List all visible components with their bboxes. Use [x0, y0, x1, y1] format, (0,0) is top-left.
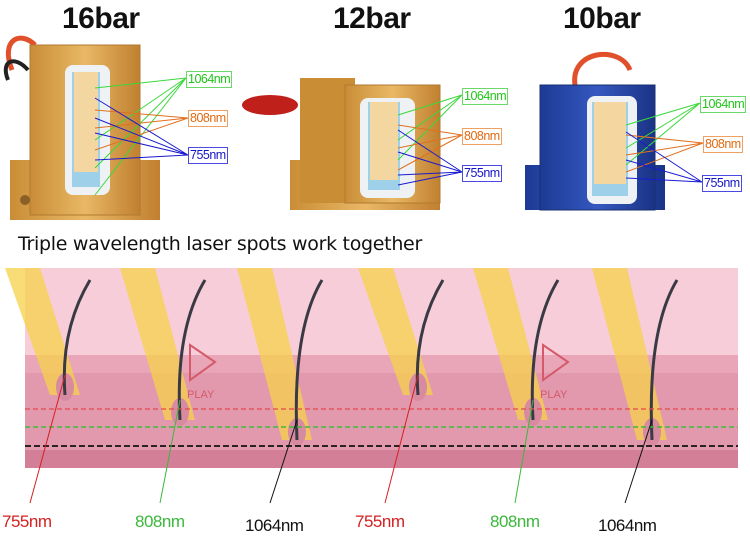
laser-module-10bar: [525, 52, 665, 211]
laser-beam: [5, 268, 80, 395]
hair: [294, 279, 324, 441]
hair: [649, 279, 679, 441]
label-808nm: 808nm: [188, 110, 228, 127]
laser-beam: [237, 268, 312, 440]
laser-beam: [120, 268, 195, 420]
hair: [415, 279, 445, 396]
skin-cross-section: PLAY PLAY: [5, 268, 738, 468]
label-1064nm: 1064nm: [700, 96, 747, 113]
label-pointer-lines: [29, 374, 653, 504]
module-title-12bar: 12bar: [333, 2, 411, 35]
pointer-line: [624, 419, 653, 504]
pointer-line: [159, 399, 181, 504]
label-755nm: 755nm: [702, 175, 742, 192]
laser-module-12bar: [242, 78, 441, 210]
label-808nm: 808nm: [703, 136, 743, 153]
module-12bar-wavelength-lines: [397, 94, 463, 186]
pointer-line: [384, 374, 419, 504]
pointer-line: [29, 374, 66, 504]
wavelength-label-808nm: 808nm: [490, 512, 540, 531]
wavelength-label-1064nm: 1064nm: [598, 516, 657, 535]
module-10bar-wavelength-lines: [625, 102, 704, 183]
wavelength-label-1064nm: 1064nm: [245, 516, 304, 535]
play-label: PLAY: [540, 389, 568, 401]
hair: [177, 279, 207, 421]
module-title-16bar: 16bar: [62, 2, 140, 35]
module-16bar-wavelength-lines: [94, 77, 189, 196]
hair: [62, 279, 92, 396]
laser-module-16bar: [3, 35, 160, 220]
label-755nm: 755nm: [188, 147, 228, 164]
hair: [530, 279, 560, 421]
label-808nm: 808nm: [462, 128, 502, 145]
laser-beam: [358, 268, 433, 395]
play-icon: [542, 343, 570, 382]
play-icon: [189, 343, 217, 382]
pointer-line: [269, 419, 298, 504]
play-label: PLAY: [187, 389, 215, 401]
section-subtitle: Triple wavelength laser spots work toget…: [18, 233, 422, 255]
wavelength-label-808nm: 808nm: [135, 512, 185, 531]
wavelength-label-755nm: 755nm: [2, 512, 52, 531]
laser-beam: [592, 268, 667, 440]
wavelength-label-755nm: 755nm: [355, 512, 405, 531]
laser-beam: [473, 268, 548, 420]
label-755nm: 755nm: [462, 165, 502, 182]
label-1064nm: 1064nm: [462, 88, 509, 105]
pointer-line: [514, 399, 534, 504]
module-title-10bar: 10bar: [563, 2, 641, 35]
label-1064nm: 1064nm: [186, 71, 233, 88]
